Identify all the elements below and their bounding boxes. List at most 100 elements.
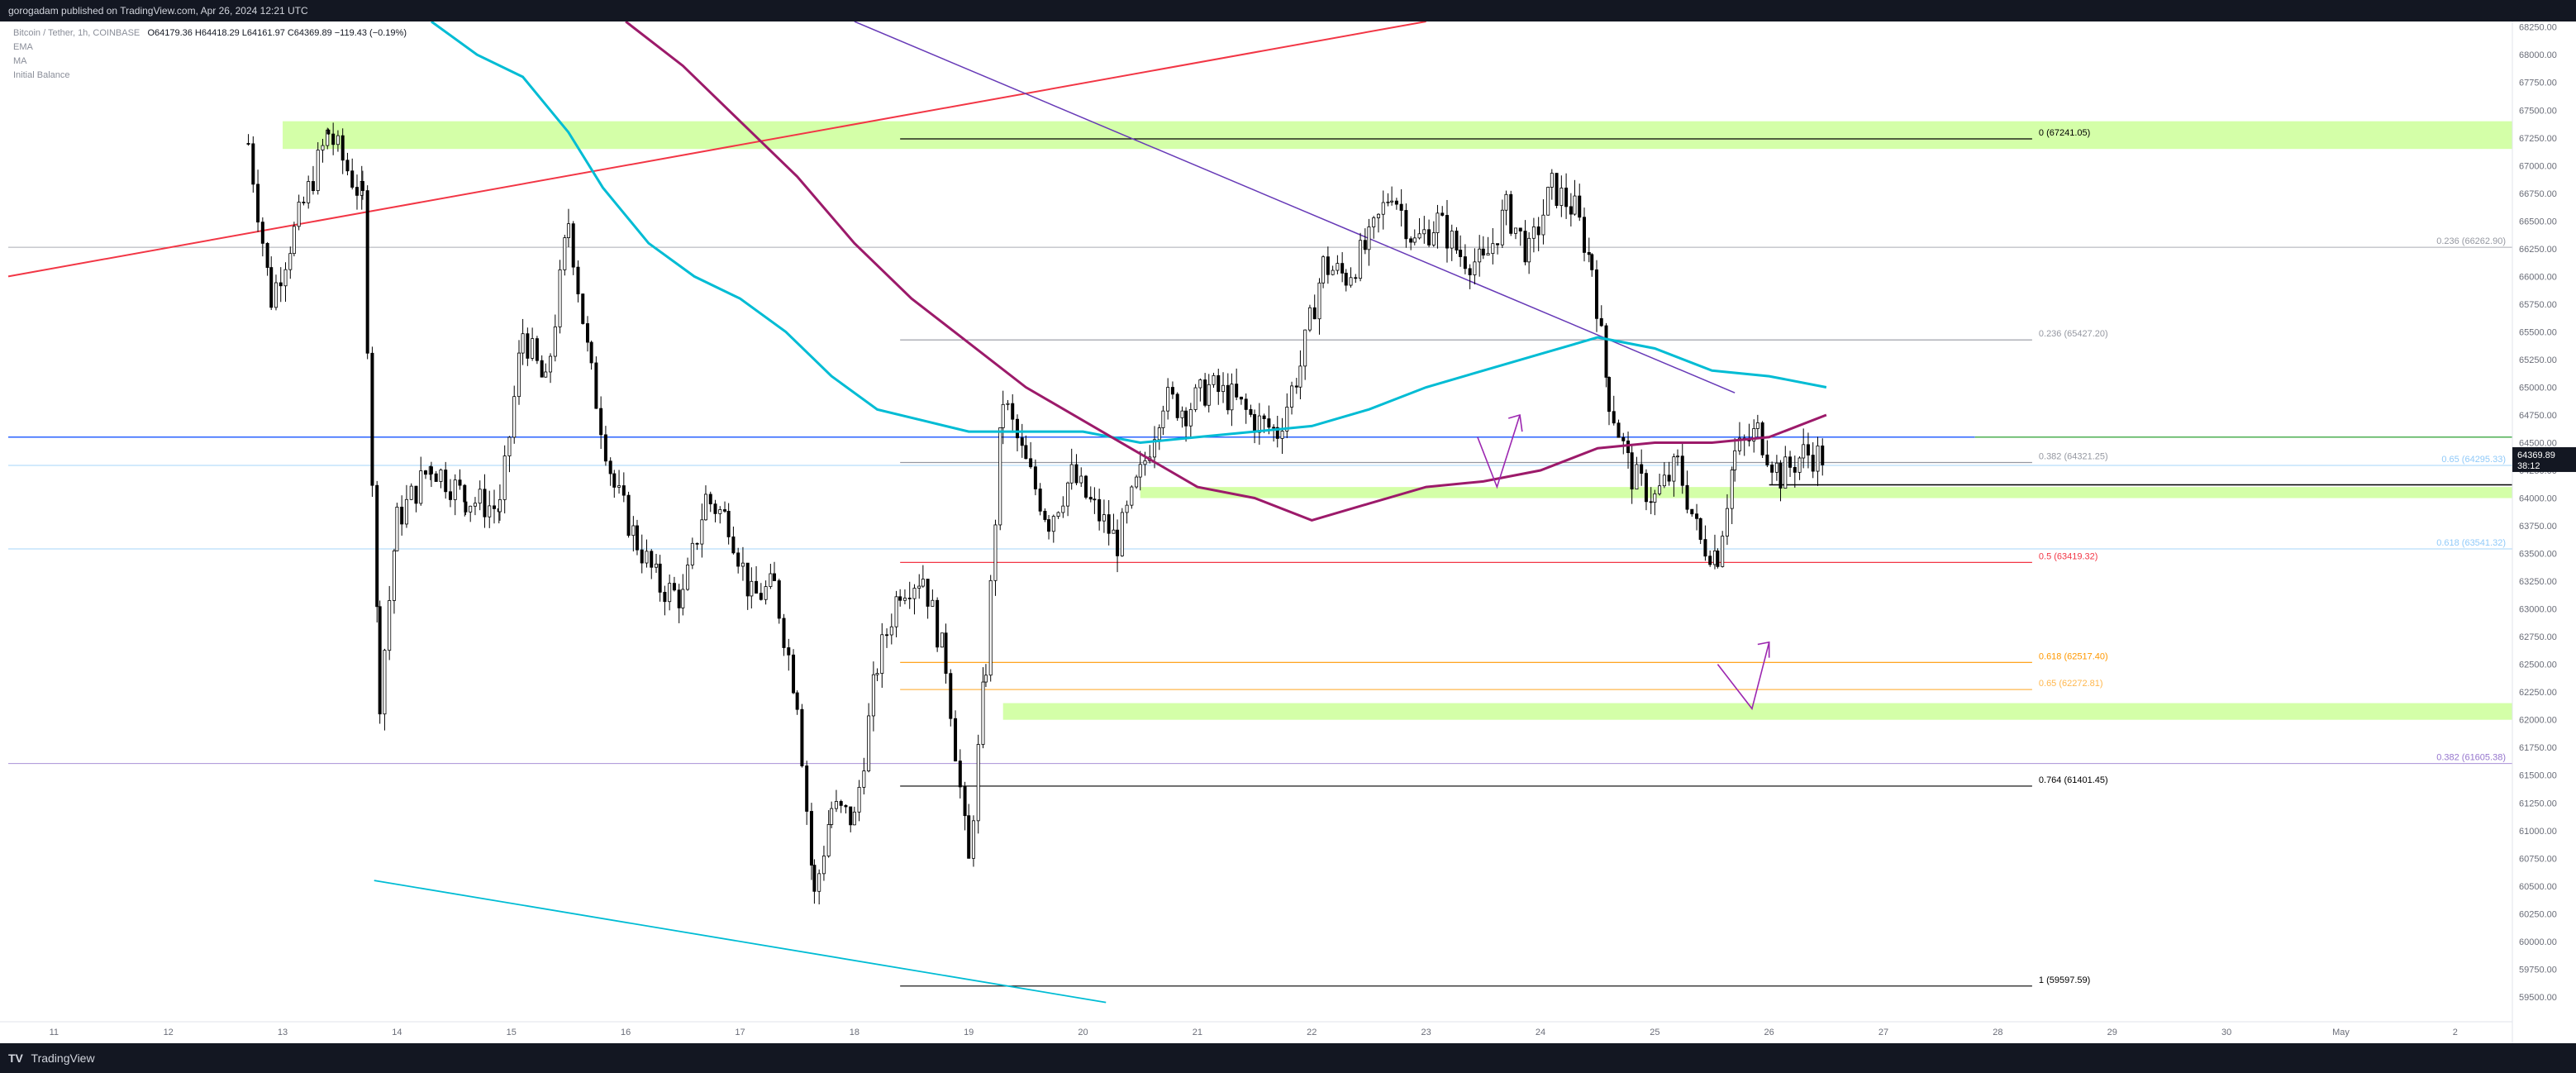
- candle-body: [817, 873, 821, 892]
- price-tick-label: 60250.00: [2519, 909, 2557, 919]
- candle-body: [1774, 462, 1778, 473]
- ohlc-values: O64179.36 H64418.29 L64161.97 C64369.89 …: [147, 28, 407, 38]
- candle-body: [502, 455, 507, 500]
- candle-body: [1235, 384, 1239, 398]
- price-axis-bg: [2512, 21, 2576, 1043]
- price-tick-label: 59500.00: [2519, 993, 2557, 1003]
- candle-body: [1607, 377, 1611, 413]
- candle-body: [1061, 505, 1065, 513]
- symbol-title: Bitcoin / Tether, 1h, COINBASE: [13, 28, 140, 38]
- candle-body: [345, 160, 350, 172]
- price-tick-label: 61250.00: [2519, 799, 2557, 808]
- arrow-head-1: [1508, 413, 1523, 432]
- candle-body: [1621, 436, 1626, 441]
- candle-body: [772, 573, 776, 581]
- time-axis[interactable]: 11 12 13 14 15 16 17 18 19 20 21 22 23 24 25 26 27 28 29 30…: [0, 1021, 2512, 1037]
- candle-body: [1066, 482, 1070, 507]
- candle-body: [1459, 250, 1463, 257]
- candle-body: [1481, 248, 1485, 256]
- fib-label-1: 0.236 (65427.20): [2039, 329, 2108, 339]
- candle-body: [1703, 539, 1707, 557]
- time-tick-label: 22: [1307, 1028, 1317, 1037]
- price-tick-label: 66750.00: [2519, 189, 2557, 199]
- candle-body: [1294, 385, 1298, 388]
- candle-body: [1725, 508, 1729, 536]
- candle-body: [852, 811, 856, 826]
- candle-body: [594, 362, 598, 409]
- candle-body: [1326, 256, 1330, 275]
- candle-body: [898, 596, 902, 601]
- candle-body: [483, 489, 487, 517]
- fib-label-2: 0.382 (64321.25): [2039, 451, 2108, 461]
- candle-body: [512, 396, 517, 438]
- bar-countdown: 38:12: [2517, 461, 2540, 471]
- candle-body: [439, 470, 443, 482]
- candle-body: [971, 820, 975, 859]
- candle-body: [1157, 427, 1161, 441]
- candle-body: [1690, 508, 1694, 515]
- candle-body: [1445, 215, 1449, 249]
- candle-body: [251, 143, 255, 185]
- candle-body: [936, 599, 940, 648]
- candle-body: [464, 501, 468, 513]
- candle-body: [1404, 210, 1408, 240]
- candle-body: [1463, 256, 1467, 269]
- candle-body: [478, 489, 482, 504]
- time-tick-label: 28: [1993, 1028, 2002, 1037]
- candle-body: [279, 282, 283, 287]
- candle-body: [1523, 231, 1527, 263]
- time-tick-label: 2: [2453, 1028, 2458, 1037]
- candle-body: [1594, 269, 1598, 319]
- fib-right-label-3: 0.382 (61605.38): [2436, 753, 2506, 763]
- price-tick-label: 66250.00: [2519, 245, 2557, 255]
- candle-body: [812, 865, 817, 892]
- candle-body: [1217, 374, 1221, 393]
- candle-body: [1088, 497, 1093, 500]
- candle-body: [1107, 514, 1111, 534]
- candle-body: [517, 352, 521, 398]
- fib-label-6: 0.764 (61401.45): [2039, 775, 2108, 785]
- candle-body: [1056, 512, 1060, 517]
- indicator-ema[interactable]: EMA: [13, 42, 33, 52]
- candle-body: [1491, 243, 1495, 255]
- candle-body: [1578, 195, 1582, 218]
- candle-body: [1290, 385, 1294, 408]
- price-tick-label: 60750.00: [2519, 854, 2557, 864]
- candle-body: [1084, 475, 1088, 498]
- time-tick-label: 17: [735, 1028, 745, 1037]
- candle-body: [1253, 414, 1257, 433]
- indicator-initial-balance[interactable]: Initial Balance: [13, 70, 70, 80]
- candle-body: [1198, 379, 1202, 389]
- price-axis[interactable]: 59500.00 59750.00 60000.00 60250.00 60500.00…: [2512, 21, 2576, 1043]
- price-tick-label: 61750.00: [2519, 743, 2557, 753]
- candle-body: [1417, 233, 1421, 239]
- candle-body: [1583, 217, 1587, 253]
- candle-body: [795, 692, 799, 710]
- time-tick-label: 23: [1421, 1028, 1431, 1037]
- arrow-up-2: [1717, 641, 1770, 711]
- trendline-cyan: [374, 880, 1107, 1004]
- candle-body: [1015, 418, 1019, 439]
- candle-body: [1153, 439, 1157, 458]
- candle-body: [640, 549, 644, 564]
- indicator-ma[interactable]: MA: [13, 56, 27, 66]
- time-tick-label: 13: [278, 1028, 288, 1037]
- candle-body: [1412, 237, 1417, 243]
- candle-body: [912, 588, 917, 599]
- candle-body: [1569, 206, 1573, 215]
- candle-body: [700, 519, 704, 545]
- last-price-value: 64369.89: [2517, 451, 2555, 460]
- candle-body: [1354, 277, 1358, 279]
- candle-body: [599, 408, 603, 436]
- candle-body: [1024, 445, 1028, 460]
- price-chart[interactable]: 0 (67241.05) 0.236 (65427.20) 0.382 (64321…: [0, 21, 2576, 1043]
- candle-body: [521, 333, 525, 354]
- candle-body: [621, 485, 626, 496]
- candle-body: [1349, 277, 1353, 286]
- candle-body: [544, 371, 548, 378]
- time-tick-label: 24: [1536, 1028, 1545, 1037]
- candle-body: [1285, 407, 1289, 432]
- candle-body: [631, 525, 636, 536]
- candle-body: [297, 202, 301, 227]
- candle-body: [1135, 476, 1139, 488]
